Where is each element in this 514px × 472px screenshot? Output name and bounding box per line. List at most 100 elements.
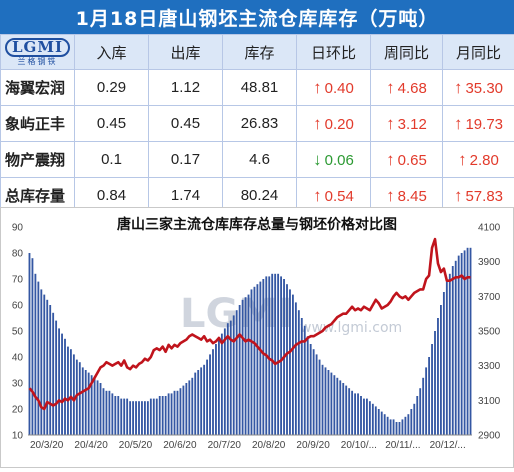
inventory-bar xyxy=(446,282,448,435)
inventory-bar xyxy=(162,396,164,435)
cell-day-change: ↓0.06 xyxy=(297,142,371,178)
inventory-bar xyxy=(393,419,395,435)
inventory-bar xyxy=(168,393,170,435)
inventory-bar xyxy=(289,289,291,435)
arrow-up-icon: ↑ xyxy=(313,114,322,133)
inventory-bar xyxy=(437,318,439,435)
change-value: 2.80 xyxy=(470,152,499,169)
inventory-bar xyxy=(256,284,258,435)
inventory-bar xyxy=(428,357,430,435)
inventory-bar xyxy=(339,380,341,435)
cell-month-change: ↑35.30 xyxy=(443,70,514,106)
change-value: 57.83 xyxy=(465,188,503,205)
cell-stock: 4.6 xyxy=(223,142,297,178)
inventory-bar xyxy=(262,279,264,435)
inventory-bar xyxy=(396,422,398,435)
inventory-bar xyxy=(73,354,75,435)
inventory-bar xyxy=(70,349,72,435)
inventory-bar xyxy=(108,391,110,435)
arrow-up-icon: ↑ xyxy=(386,114,395,133)
x-tick-label: 20/5/20 xyxy=(119,440,153,451)
inventory-bar xyxy=(419,388,421,435)
inventory-bar xyxy=(49,305,51,435)
inventory-bar xyxy=(85,370,87,435)
right-tick-label: 3500 xyxy=(478,327,501,338)
inventory-bar xyxy=(132,401,134,435)
combo-chart: 唐山三家主流仓库库存总量与钢坯价格对比图 LGMI www.lgmi.com 1… xyxy=(0,207,514,468)
inventory-bar xyxy=(61,334,63,435)
inventory-bar xyxy=(280,276,282,435)
inventory-bar xyxy=(330,373,332,435)
cell-month-change: ↑2.80 xyxy=(443,142,514,178)
left-tick-label: 90 xyxy=(12,223,24,234)
x-tick-label: 20/7/20 xyxy=(208,440,242,451)
inventory-bar xyxy=(461,253,463,435)
right-tick-label: 3300 xyxy=(478,361,501,372)
inventory-bar xyxy=(295,302,297,435)
change-value: 0.40 xyxy=(325,80,354,97)
arrow-up-icon: ↑ xyxy=(386,150,395,169)
row-name: 海翼宏润 xyxy=(1,70,75,106)
inventory-bar xyxy=(242,300,244,435)
watermark-url: www.lgmi.com xyxy=(300,320,402,336)
cell-out: 0.45 xyxy=(149,106,223,142)
inventory-bar xyxy=(357,393,359,435)
inventory-bar xyxy=(239,305,241,435)
cell-week-change: ↑0.65 xyxy=(371,142,443,178)
inventory-bar xyxy=(245,297,247,435)
table-header-row: LGMI 兰格钢铁 入库 出库 库存 日环比 周同比 月同比 xyxy=(1,35,514,70)
inventory-bar xyxy=(425,367,427,435)
inventory-bar xyxy=(233,315,235,435)
inventory-bar xyxy=(32,258,34,435)
inventory-bar xyxy=(67,347,69,435)
inventory-bar xyxy=(46,300,48,435)
cell-in: 0.29 xyxy=(75,70,149,106)
cell-out: 1.12 xyxy=(149,70,223,106)
inventory-bar xyxy=(271,274,273,435)
inventory-bar xyxy=(319,360,321,435)
arrow-up-icon: ↑ xyxy=(454,78,463,97)
arrow-up-icon: ↑ xyxy=(386,78,395,97)
inventory-bar xyxy=(29,253,31,435)
right-tick-label: 3700 xyxy=(478,292,501,303)
inventory-bar xyxy=(111,393,113,435)
inventory-bar xyxy=(177,391,179,435)
inventory-bar xyxy=(375,406,377,435)
inventory-bar xyxy=(351,391,353,435)
inventory-bar xyxy=(58,328,60,435)
inventory-bar xyxy=(147,401,149,435)
x-tick-label: 20/3/20 xyxy=(30,440,64,451)
inventory-bar xyxy=(188,380,190,435)
inventory-bar xyxy=(185,383,187,435)
inventory-bar xyxy=(328,370,330,435)
inventory-bar xyxy=(274,274,276,435)
cell-in: 0.45 xyxy=(75,106,149,142)
change-value: 0.54 xyxy=(325,188,354,205)
inventory-bar xyxy=(384,414,386,435)
inventory-bar xyxy=(286,284,288,435)
left-tick-label: 70 xyxy=(12,275,24,286)
inventory-bar xyxy=(200,367,202,435)
inventory-bar xyxy=(103,388,105,435)
inventory-bar xyxy=(227,323,229,435)
inventory-bar xyxy=(363,399,365,435)
arrow-up-icon: ↑ xyxy=(313,78,322,97)
x-tick-label: 20/9/20 xyxy=(296,440,330,451)
inventory-bar xyxy=(34,274,36,435)
right-tick-label: 3900 xyxy=(478,257,501,268)
inventory-bar xyxy=(171,393,173,435)
right-tick-label: 4100 xyxy=(478,223,501,234)
arrow-up-icon: ↑ xyxy=(313,186,322,205)
right-tick-label: 3100 xyxy=(478,396,501,407)
inventory-bar xyxy=(215,344,217,435)
inventory-bar xyxy=(390,419,392,435)
inventory-bar xyxy=(224,328,226,435)
inventory-bar xyxy=(100,383,102,435)
inventory-bar xyxy=(150,399,152,435)
x-tick-label: 20/10/... xyxy=(341,440,377,451)
chart-panel: 唐山三家主流仓库库存总量与钢坯价格对比图 LGMI www.lgmi.com 1… xyxy=(0,207,514,468)
inventory-bar xyxy=(348,388,350,435)
inventory-bar xyxy=(55,321,57,435)
inventory-bar xyxy=(410,409,412,435)
